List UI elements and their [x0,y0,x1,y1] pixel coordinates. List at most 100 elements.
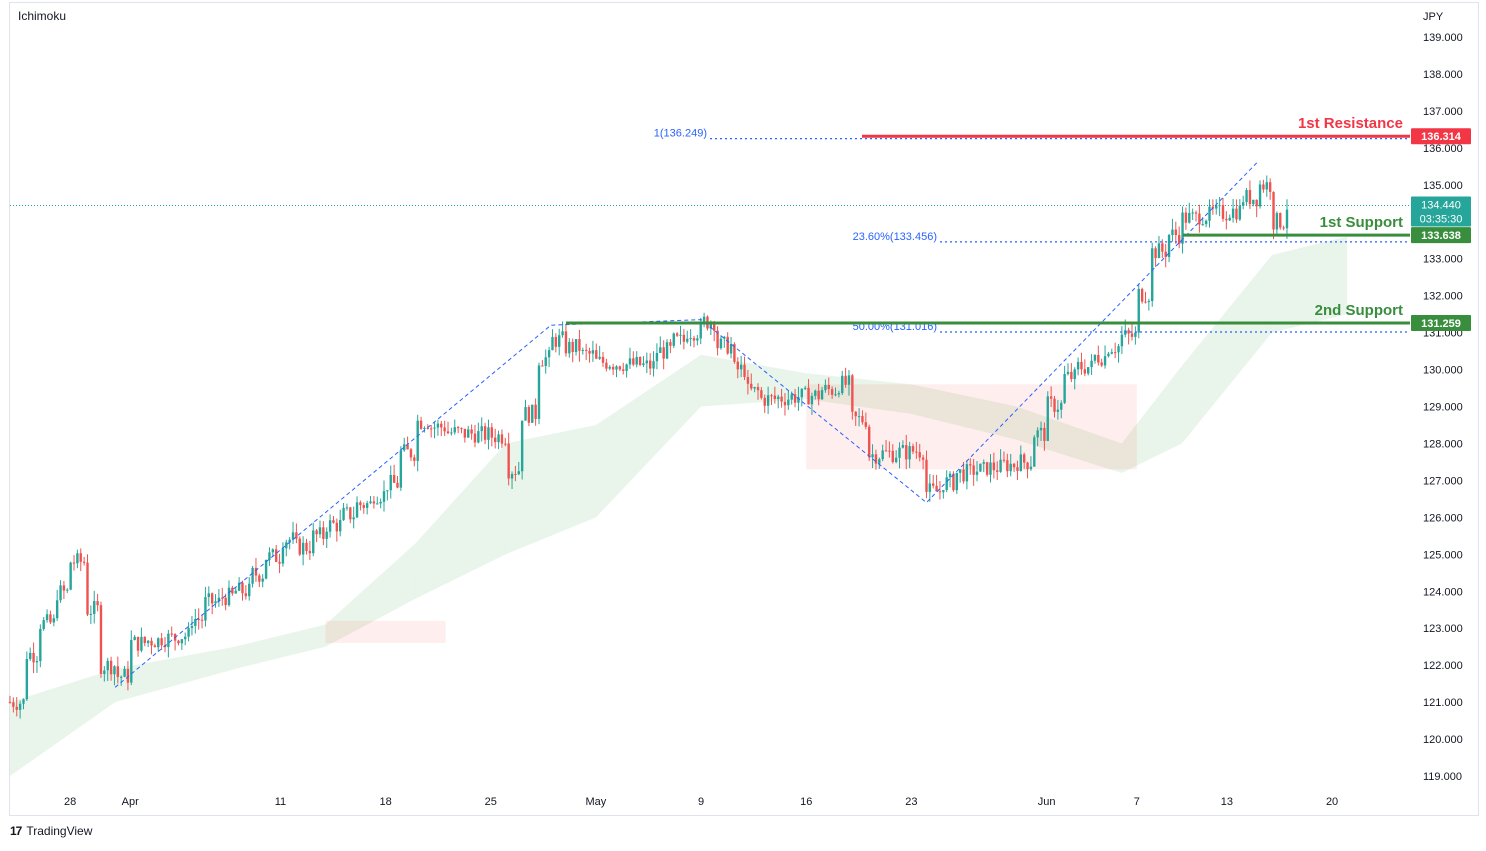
currency-label: JPY [1423,11,1444,23]
candle-body [1127,330,1130,334]
candle-body [1218,205,1221,207]
candle-body [278,561,281,564]
candle-body [739,364,743,370]
candle-body [12,702,15,707]
candle-body [1046,396,1049,441]
candle-body [1177,235,1181,244]
y-tick-label: 125.000 [1423,549,1463,561]
candle-body [180,639,184,644]
candle-body [79,553,82,562]
candle-body [625,364,628,371]
candle-body [925,459,928,492]
candle-body [258,575,261,582]
y-tick-label: 120.000 [1423,734,1463,746]
candle-body [830,389,834,395]
candle-body [76,553,79,564]
fib-level-label: 23.60%(133.456) [853,231,937,243]
candle-body [1285,209,1289,229]
candle-body [419,420,423,429]
candle-body [1117,346,1120,353]
candle-body [55,600,59,619]
candle-body [574,339,578,353]
candle-body [1022,454,1026,463]
candle-body [386,490,389,492]
candle-body [696,338,699,341]
candle-body [403,444,406,451]
candle-body [871,454,874,458]
candle-body [301,542,305,555]
candle-body [328,520,332,532]
support-2-label: 2nd Support [1315,302,1403,319]
candle-body [891,450,894,463]
candle-body [493,437,497,443]
x-tick-label: Jun [1038,796,1056,808]
candle-body [766,395,770,406]
candle-body [874,454,878,464]
candle-body [35,661,39,663]
candle-body [928,483,932,492]
candle-body [969,464,972,466]
resistance-1-price-tag [1411,128,1471,145]
candle-body [322,527,325,539]
candle-body [1103,356,1107,366]
candle-body [69,562,72,590]
candle-body [221,597,224,599]
candle-body [1225,218,1228,221]
candle-body [1265,182,1268,190]
candle-body [456,427,460,429]
candle-body [537,365,541,419]
candle-body [234,590,237,594]
candle-body [736,361,739,370]
x-tick-label: 9 [698,796,704,808]
candle-body [251,567,254,584]
candle-body [59,585,62,601]
candle-body [894,457,898,463]
candle-body [480,426,483,432]
candle-body [517,471,520,475]
candle-body [1039,427,1043,431]
candle-body [652,361,655,369]
candle-body [1279,213,1282,228]
candle-body [372,501,376,504]
cloud-segment [235,624,326,669]
candle-body [332,520,335,523]
candle-body [443,427,446,432]
x-tick-label: Apr [122,796,139,808]
candle-body [561,331,564,336]
candle-body [1171,229,1174,235]
candle-body [1282,227,1285,229]
candle-body [888,450,891,452]
candle-body [1120,334,1124,347]
candle-body [1053,398,1056,412]
candle-body [524,407,527,421]
candle-body [146,640,150,644]
candle-body [932,483,935,486]
candle-body [504,443,507,445]
candle-body [109,660,113,675]
candle-body [770,395,773,397]
cloud-segment [1121,365,1182,474]
support-2-price-text: 131.259 [1421,318,1461,330]
candle-body [103,670,106,674]
y-tick-label: 128.000 [1423,438,1463,450]
candle-body [1093,354,1097,361]
candle-body [352,517,355,520]
candle-body [497,434,500,443]
candle-body [1083,369,1087,374]
fib-zigzag-line [114,162,1258,688]
candle-body [436,423,440,428]
candle-body [396,482,399,488]
candle-body [854,411,857,417]
candle-body [490,427,494,438]
candle-body [935,485,938,492]
candle-body [194,618,197,626]
candle-body [325,531,328,539]
candle-body [467,429,470,438]
candle-body [841,375,844,394]
candle-body [190,625,194,629]
candle-body [1080,361,1083,370]
candle-body [106,660,109,671]
cloud-segment [1181,255,1272,444]
candle-body [1161,243,1164,252]
